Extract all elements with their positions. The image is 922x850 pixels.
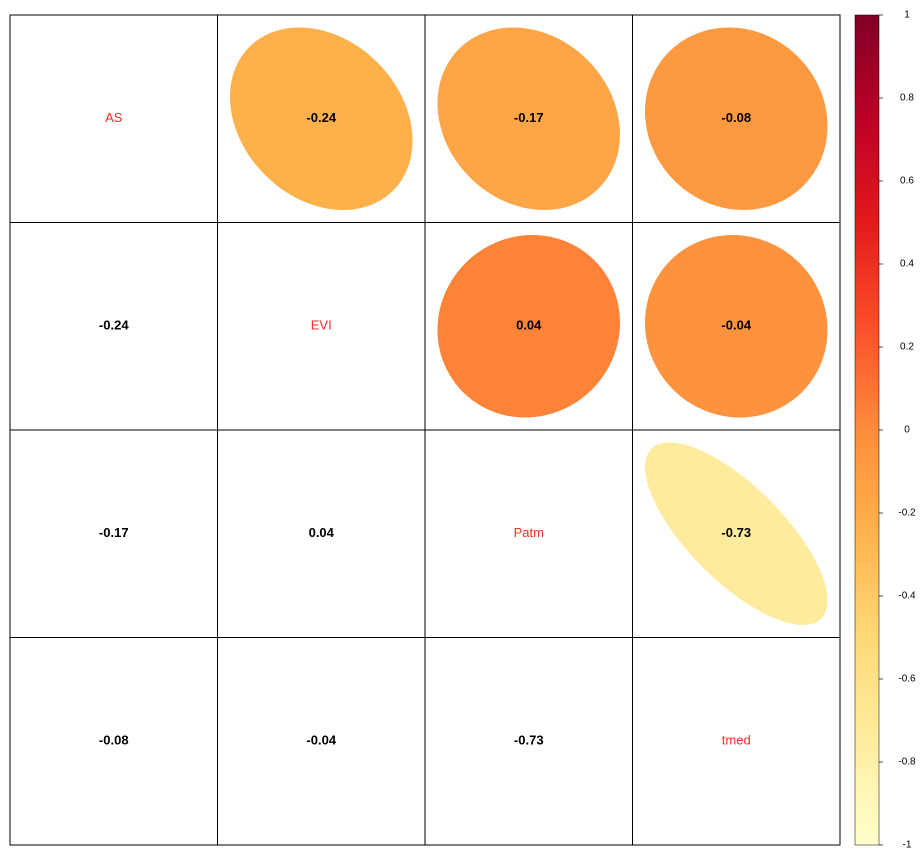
value-label: -0.17 <box>99 525 129 540</box>
value-label: 0.04 <box>309 525 335 540</box>
colorbar-tick-label: 0.8 <box>900 93 914 104</box>
colorbar-tick-label: 0.6 <box>900 176 914 187</box>
value-label: -0.17 <box>514 110 544 125</box>
ellipse <box>644 27 828 211</box>
value-label: -0.24 <box>99 318 129 333</box>
colorbar-tick-label: -0.8 <box>898 757 916 768</box>
variable-label: tmed <box>722 733 751 748</box>
ellipse <box>437 234 621 418</box>
value-label: -0.08 <box>99 733 129 748</box>
colorbar-tick-label: 0 <box>904 425 910 436</box>
value-label: 0.04 <box>516 318 542 333</box>
variable-label: EVI <box>311 318 332 333</box>
cell <box>632 637 841 846</box>
value-label: -0.24 <box>306 110 336 125</box>
value-label: -0.73 <box>514 733 544 748</box>
ellipse <box>644 234 828 418</box>
colorbar-tick-label: 0.4 <box>900 259 914 270</box>
colorbar-tick-label: -0.4 <box>898 591 916 602</box>
ellipse <box>230 27 413 210</box>
value-label: -0.73 <box>721 525 751 540</box>
value-label: -0.04 <box>721 318 751 333</box>
colorbar <box>854 14 880 846</box>
variable-label: AS <box>105 110 123 125</box>
variable-label: Patm <box>514 525 544 540</box>
value-label: -0.08 <box>721 110 751 125</box>
colorbar-tick-label: -1 <box>903 840 912 850</box>
colorbar-tick-label: -0.2 <box>898 508 916 519</box>
colorbar-tick-label: 0.2 <box>900 342 914 353</box>
ellipse <box>644 442 828 626</box>
value-label: -0.04 <box>306 733 336 748</box>
ellipse <box>437 27 621 211</box>
colorbar-tick-label: 1 <box>904 10 910 21</box>
colorbar-tick-label: -0.6 <box>898 674 916 685</box>
